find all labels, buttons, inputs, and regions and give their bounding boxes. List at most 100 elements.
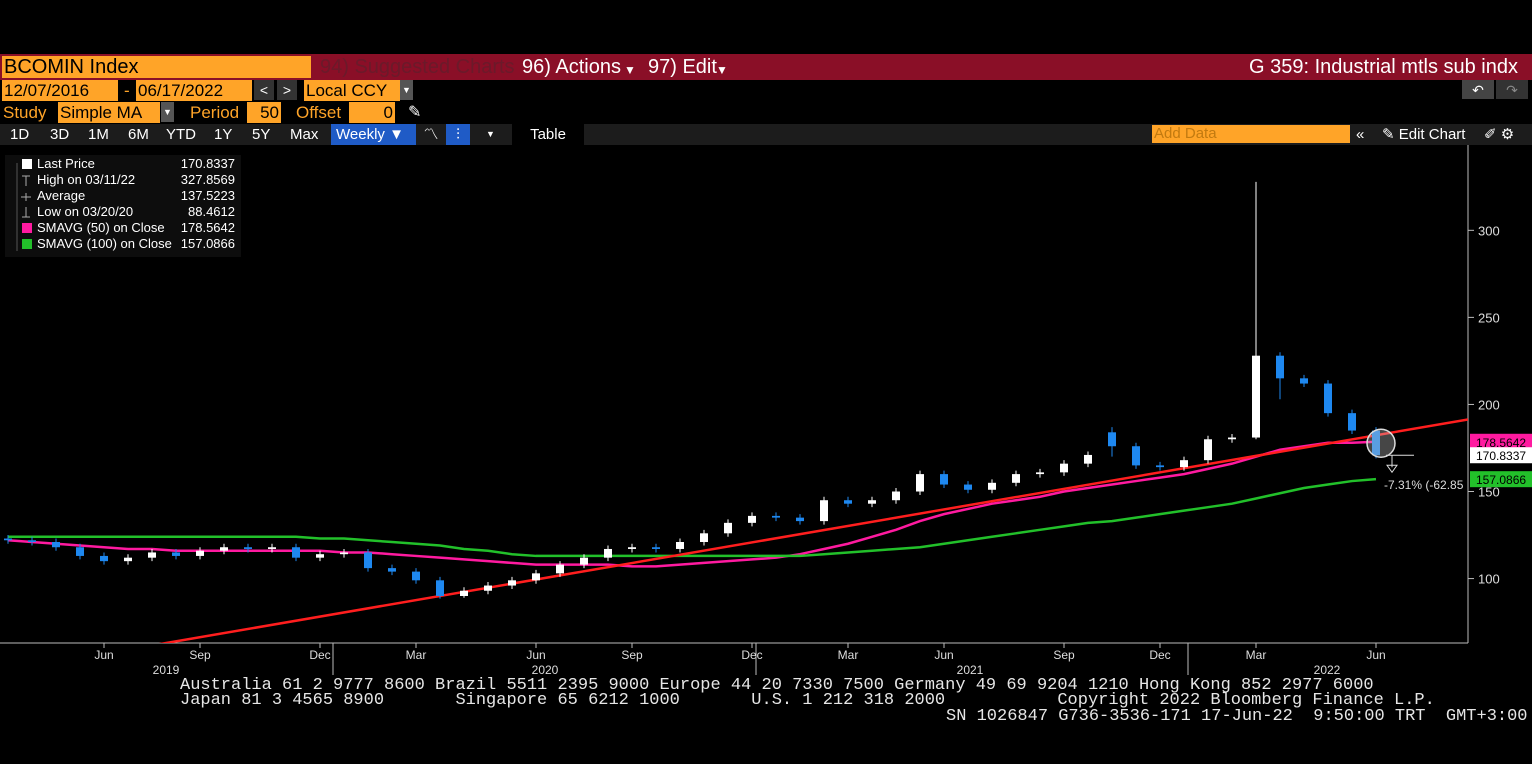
offset-field[interactable]: 0 [349,102,395,123]
security-field[interactable]: BCOMIN Index [2,56,311,78]
date-row: 12/07/2016 - 06/17/2022 < > Local CCY ▼ … [0,80,1532,102]
year-label: 2020 [532,663,559,677]
candle-body [1204,439,1212,461]
candle-body [820,500,828,522]
currency-field[interactable]: Local CCY [304,80,400,101]
x-tick-label: Jun [526,648,545,662]
period-label: Period [190,103,240,122]
collapse-icon[interactable]: « [1356,126,1365,143]
legend-icon [21,193,31,201]
pencil-icon[interactable]: ✎ [408,104,422,121]
candle-body [532,573,540,581]
y-tick-label: 150 [1478,485,1500,500]
range-button[interactable]: Max [290,126,319,143]
study-row: Study Simple MA ▼ Period 50 Offset 0 ✎ [0,102,1532,124]
dropdown-arrow: ▼ [716,63,728,77]
frequency-button[interactable]: Weekly ▼ [331,124,416,145]
frequency: Weekly [336,126,385,143]
menu-item[interactable]: 96) Actions [522,56,621,78]
offset-label: Offset [296,103,342,122]
range-row: 1D 3D 1M 6M YTD 1Y 5Y Max Weekly ▼ 〽 ⫶ ▼ Table … [0,124,1532,145]
legend-icon [22,175,30,186]
range-button[interactable]: 3D [50,126,70,143]
footer-line: SN 1026847 G736-3536-171 17-Jun-22 9:50:… [946,707,1528,726]
candle-body [676,542,684,549]
x-tick-label: Jun [934,648,953,662]
legend-value: 327.8569 [180,172,235,187]
candle-body [508,580,516,586]
study-field[interactable]: Simple MA [58,102,160,123]
candle-body [628,547,636,549]
x-tick-label: Sep [189,648,211,662]
candle-body [700,533,708,543]
prev-button[interactable]: < [254,80,274,100]
dropdown-arrow[interactable]: ▼ [486,129,495,139]
candle-body [388,568,396,572]
range-button[interactable]: YTD [166,126,196,143]
legend-value: 157.0866 [180,236,235,251]
candle-body [460,590,468,596]
x-tick-label: Mar [406,648,427,662]
range-button[interactable]: 6M [128,126,149,143]
x-tick-label: Sep [1053,648,1075,662]
x-tick-label: Mar [838,648,859,662]
candle-body [652,547,660,549]
range-button[interactable]: 1Y [214,126,233,143]
range-button[interactable]: 5Y [252,126,271,143]
dropdown-arrow[interactable]: ▼ [161,102,174,122]
range-button[interactable]: 1D [10,126,30,143]
candle-body [1132,446,1140,466]
table-button[interactable]: Table [512,124,584,145]
candle-body [1012,474,1020,483]
legend-row: Low on 03/20/20 88.4612 [5,204,241,220]
x-tick-label: Sep [621,648,643,662]
candle-body [316,554,324,558]
candle-body [412,571,420,581]
candle-body [1276,355,1284,379]
candle-body [580,557,588,565]
legend-row: High on 03/11/22 327.8569 [5,172,241,188]
x-tick-label: Dec [741,648,762,662]
line-chart-icon[interactable]: 〽 [423,126,439,143]
settings-icon[interactable]: ✐ ⚙ [1484,126,1515,143]
candle-body [364,552,372,569]
candle-body [916,474,924,492]
range-button[interactable]: 1M [88,126,109,143]
legend-name: Average [37,188,86,203]
candle-body [76,547,84,556]
candle-body [748,515,756,523]
dropdown-arrow: ▼ [624,63,636,77]
candle-body [340,552,348,555]
footer-line: Japan 81 3 4565 8900 Singapore 65 6212 1… [180,691,1435,710]
edit-chart-button[interactable]: ✎ Edit Chart [1382,126,1466,143]
legend-value: 137.5223 [180,188,235,203]
candle-body [724,522,732,534]
legend-value: 178.5642 [180,220,235,235]
candle-chart-icon[interactable]: ⫶ [446,124,470,145]
period-field[interactable]: 50 [247,102,281,123]
undo-button[interactable]: ↶ [1462,80,1494,99]
menu-item[interactable]: 97) Edit [648,56,717,78]
next-button[interactable]: > [277,80,297,100]
legend-name: Last Price [37,156,95,171]
legend-icon [22,223,32,233]
candle-body [1300,378,1308,384]
redo-button[interactable]: ↷ [1496,80,1528,99]
date-from[interactable]: 12/07/2016 [2,80,118,101]
x-tick-label: Dec [309,648,330,662]
legend-name: SMAVG (100) on Close [37,236,172,251]
candle-body [484,585,492,591]
dropdown-arrow[interactable]: ▼ [400,80,413,100]
y-tick-label: 250 [1478,310,1500,325]
candle-body [52,542,60,548]
add-data-field[interactable]: Add Data [1152,125,1350,143]
legend: Last Price 170.8337 High on 03/11/22 327.8… [5,155,241,257]
date-to[interactable]: 06/17/2022 [136,80,252,101]
footer-line: Australia 61 2 9777 8600 Brazil 5511 239… [180,676,1374,695]
legend-name: High on 03/11/22 [37,172,136,187]
candle-body [796,517,804,522]
menu-item[interactable]: 94) Suggested Charts [320,56,515,78]
candle-body [292,547,300,558]
candle-body [988,482,996,490]
x-tick-label: Jun [94,648,113,662]
